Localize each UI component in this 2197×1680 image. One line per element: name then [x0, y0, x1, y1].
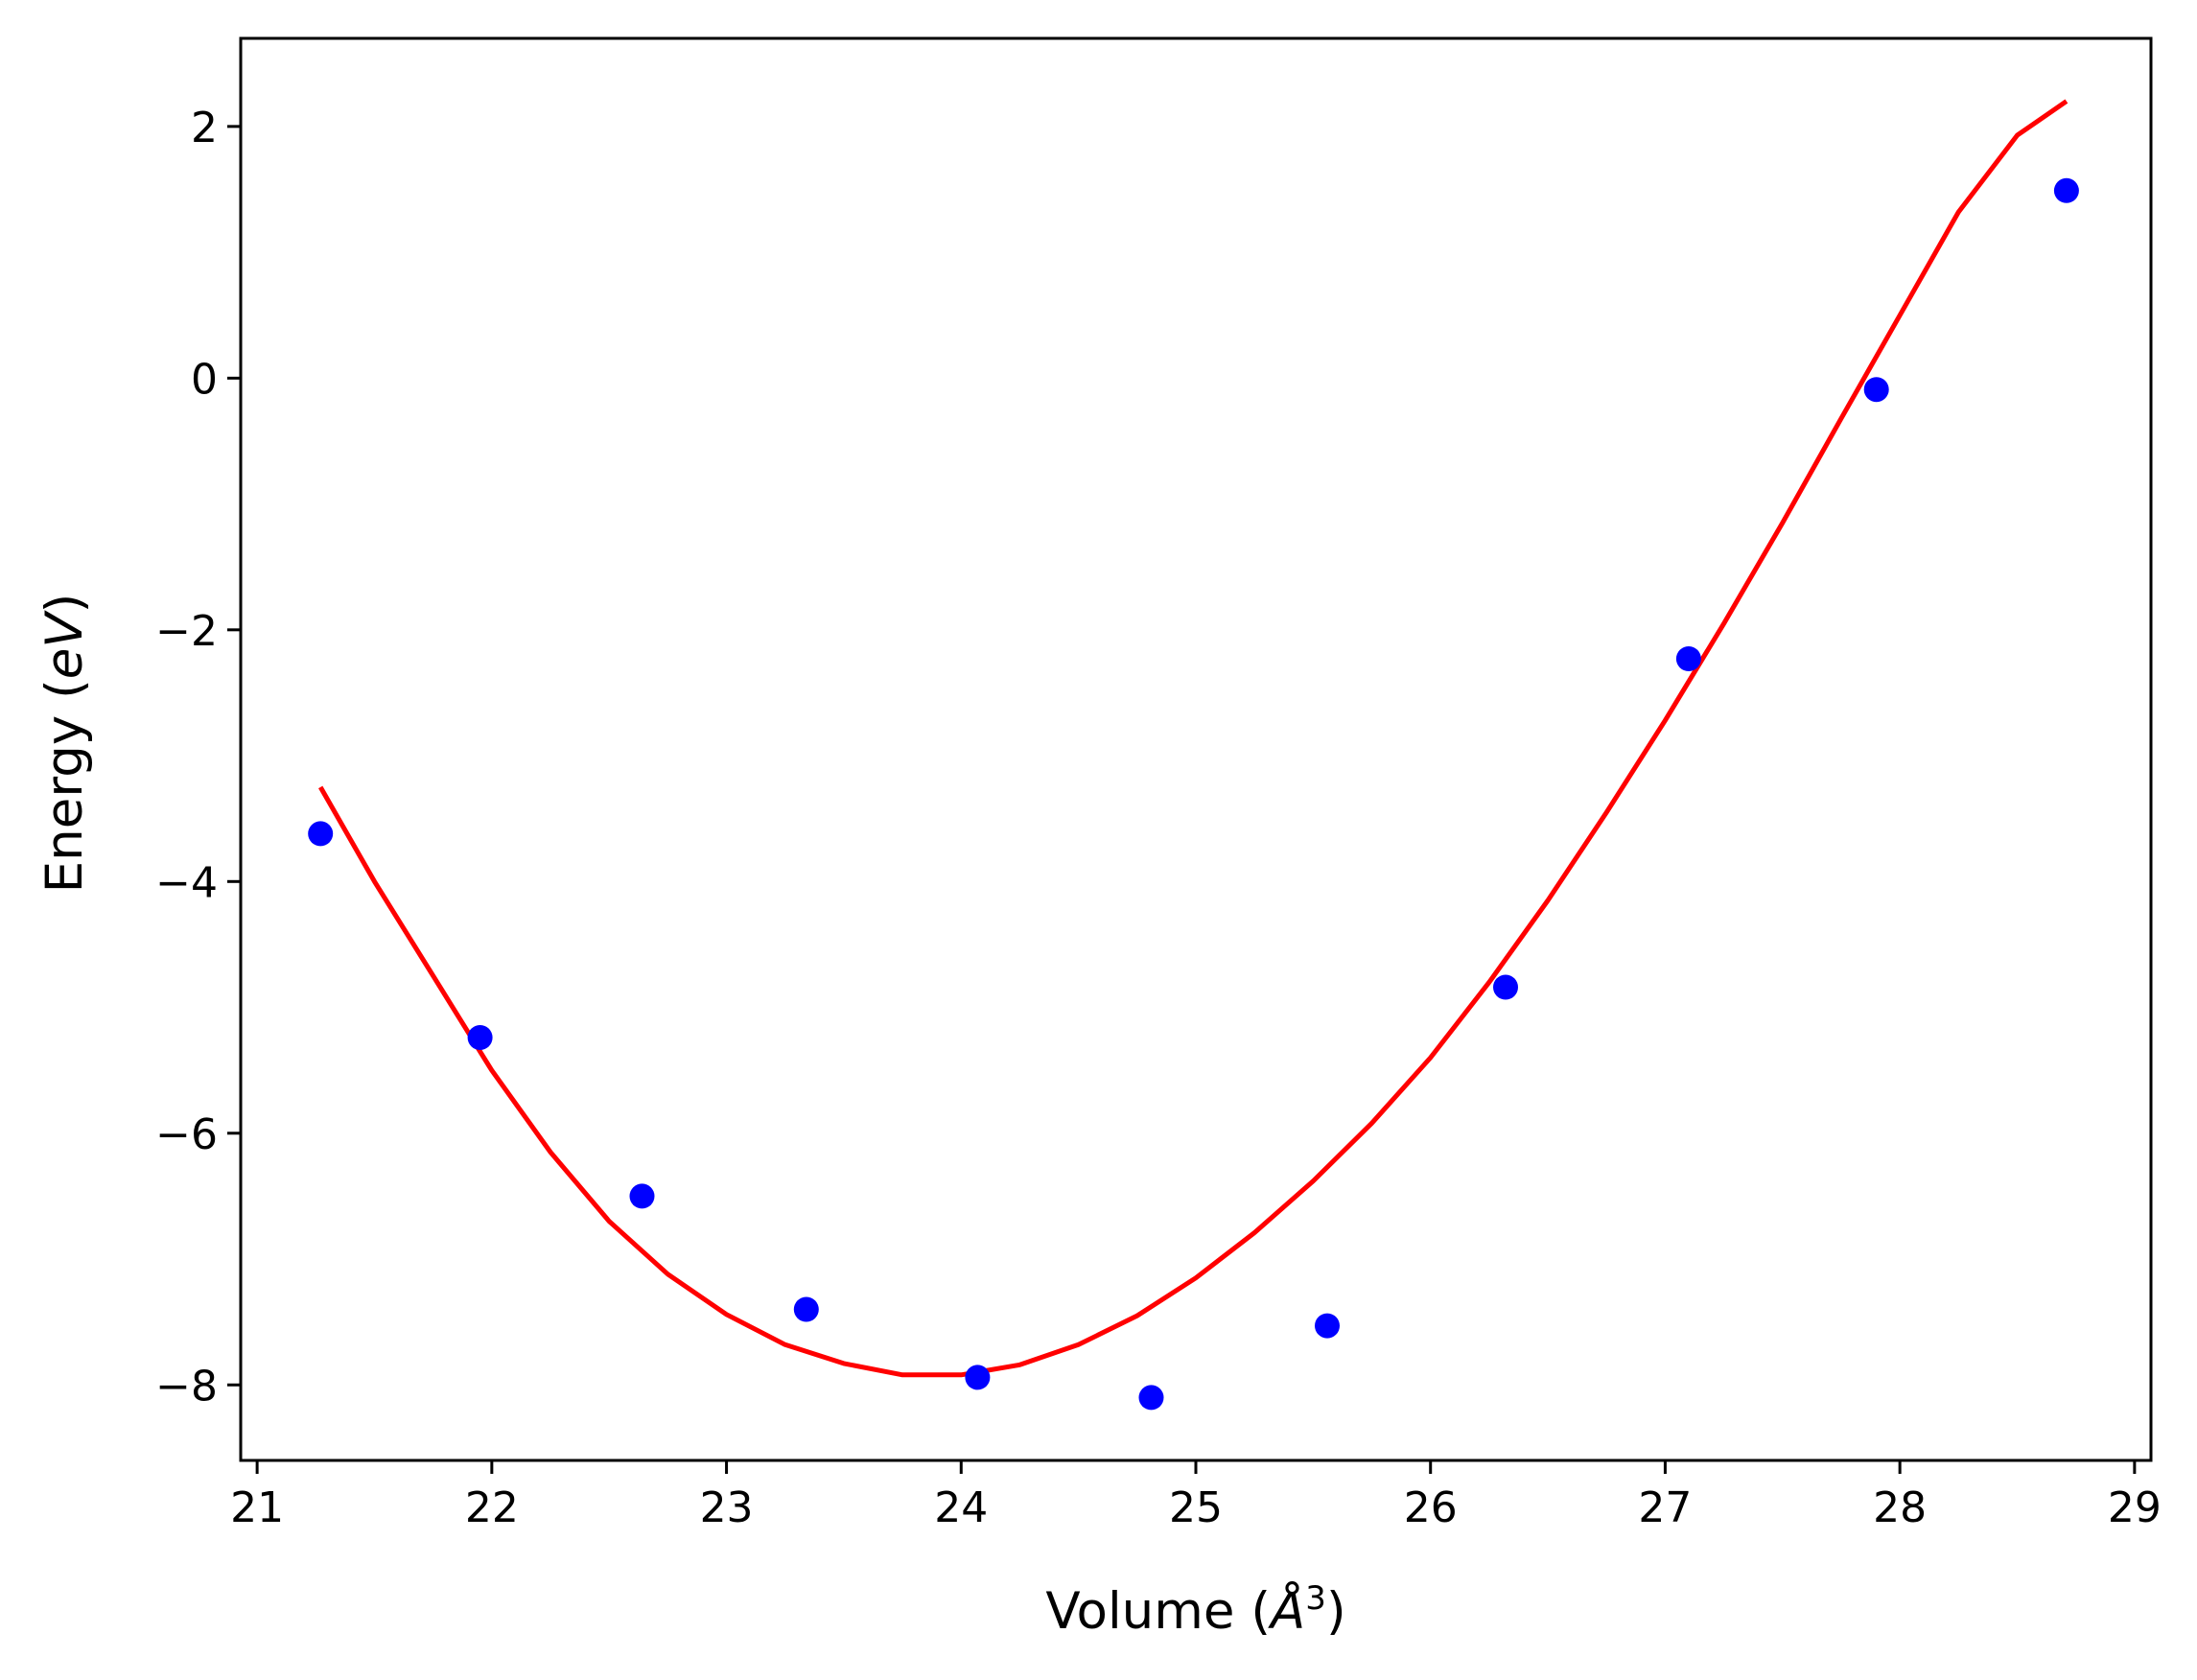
data-point	[1315, 1313, 1340, 1339]
y-tick-label: −6	[155, 1110, 218, 1159]
data-point	[1493, 974, 1518, 1000]
y-tick-label: −2	[155, 607, 218, 656]
x-tick-label: 28	[1873, 1483, 1927, 1532]
data-point	[965, 1365, 991, 1390]
data-point	[1138, 1385, 1164, 1411]
y-tick-label: 2	[191, 104, 218, 152]
data-point	[1863, 377, 1889, 403]
x-axis-label: Volume (Å3)	[1045, 1579, 1345, 1641]
x-tick-label: 26	[1404, 1483, 1458, 1532]
data-point	[2053, 177, 2079, 203]
y-tick-label: −4	[155, 858, 218, 907]
fit-curve	[318, 99, 2068, 1378]
data-points-layer	[308, 177, 2079, 1411]
y-tick-label: −8	[155, 1362, 218, 1411]
data-point	[793, 1296, 819, 1322]
x-tick-label: 29	[2108, 1483, 2162, 1532]
x-tick-label: 27	[1638, 1483, 1692, 1532]
data-point	[467, 1025, 493, 1050]
data-point	[1675, 646, 1701, 671]
fit-curve-layer	[318, 99, 2068, 1378]
data-point	[629, 1183, 655, 1209]
x-axis-ticks: 21 22 23 24 25 26 27 28 29	[230, 1460, 2162, 1532]
y-axis-label: Energy (eV)	[35, 594, 94, 894]
x-tick-label: 24	[934, 1483, 988, 1532]
x-tick-label: 22	[465, 1483, 519, 1532]
x-tick-label: 25	[1169, 1483, 1223, 1532]
y-tick-label: 0	[191, 355, 218, 404]
y-axis-ticks: −8 −6 −4 −2 0 2	[155, 104, 241, 1411]
x-tick-label: 23	[700, 1483, 754, 1532]
x-tick-label: 21	[230, 1483, 284, 1532]
data-point	[308, 821, 334, 847]
